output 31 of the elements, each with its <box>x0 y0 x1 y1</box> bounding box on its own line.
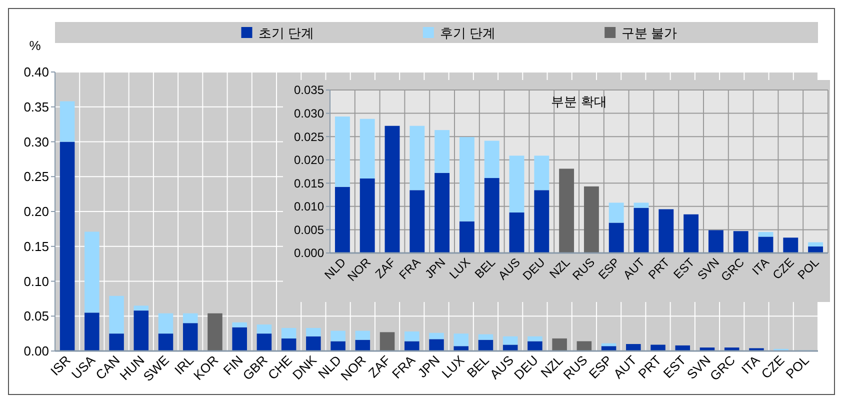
x-tick-label: POL <box>794 254 822 282</box>
y-tick-label: 0.025 <box>294 130 324 144</box>
y-tick-label: 0.035 <box>294 83 324 98</box>
x-tick-label: BEL <box>472 254 498 282</box>
x-tick-label: JPN <box>422 255 448 282</box>
y-tick-label: 0.35 <box>24 99 49 114</box>
y-tick-label: 0.25 <box>24 169 49 184</box>
y-tick-label: 0.30 <box>24 134 49 150</box>
y-tick-label: 0.00 <box>24 344 49 359</box>
y-tick-label: 0.10 <box>24 274 49 289</box>
y-tick-label: 0.005 <box>294 222 324 237</box>
y-tick-label: 0.010 <box>294 200 324 214</box>
x-tick-label: ITA <box>738 352 763 377</box>
x-tick-label: BEL <box>464 352 492 380</box>
y-tick-label: 0.20 <box>24 204 49 220</box>
y-tick-label: 0.020 <box>294 153 324 168</box>
y-tick-label: 0.40 <box>24 64 49 80</box>
x-tick-label: NZL <box>546 254 573 282</box>
y-axis-title: % <box>29 38 42 53</box>
legend-label: 초기 단계 <box>258 26 314 40</box>
y-tick-label: 0.000 <box>294 246 324 260</box>
y-tick-label: 0.015 <box>294 176 324 190</box>
y-tick-label: 0.030 <box>294 106 324 120</box>
legend-label: 후기 단계 <box>440 26 496 40</box>
x-tick-label: POL <box>782 352 812 382</box>
y-tick-label: 0.15 <box>24 238 49 254</box>
x-tick-label: ITA <box>749 255 772 278</box>
chart-title: 부분 확대 <box>551 94 607 109</box>
legend-label: 구분 불가 <box>622 26 678 40</box>
x-tick-label: FRA <box>396 255 424 282</box>
y-tick-label: 0.05 <box>24 308 49 324</box>
